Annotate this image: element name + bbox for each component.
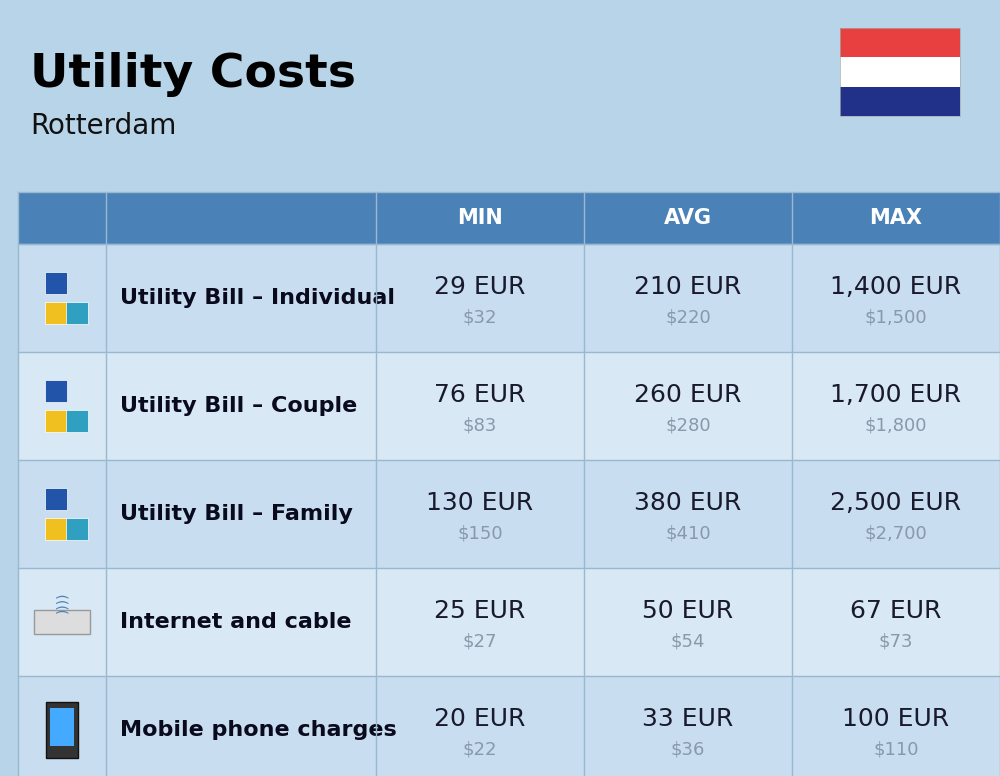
Text: $32: $32 <box>463 308 497 327</box>
Text: $2,700: $2,700 <box>865 525 927 542</box>
Text: Internet and cable: Internet and cable <box>120 612 352 632</box>
Text: 380 EUR: 380 EUR <box>634 491 742 515</box>
Text: Utility Bill – Couple: Utility Bill – Couple <box>120 396 357 416</box>
Text: $410: $410 <box>665 525 711 542</box>
Text: $110: $110 <box>873 740 919 758</box>
Text: 1,400 EUR: 1,400 EUR <box>830 275 962 300</box>
Text: $73: $73 <box>879 632 913 650</box>
Text: 33 EUR: 33 EUR <box>642 707 734 731</box>
Bar <box>840 57 960 87</box>
Text: )))): )))) <box>55 591 69 613</box>
Text: 76 EUR: 76 EUR <box>434 383 526 407</box>
Text: 260 EUR: 260 EUR <box>634 383 742 407</box>
Bar <box>840 28 960 57</box>
Bar <box>50 708 74 746</box>
Text: 29 EUR: 29 EUR <box>434 275 526 300</box>
Bar <box>45 518 67 540</box>
Bar <box>792 192 1000 244</box>
Text: $220: $220 <box>665 308 711 327</box>
Text: $83: $83 <box>463 417 497 435</box>
Bar <box>22 468 102 560</box>
Text: Utility Bill – Family: Utility Bill – Family <box>120 504 353 524</box>
Bar <box>45 302 67 324</box>
Text: AVG: AVG <box>664 208 712 228</box>
Text: 20 EUR: 20 EUR <box>434 707 526 731</box>
Bar <box>106 192 376 244</box>
Text: 130 EUR: 130 EUR <box>426 491 534 515</box>
Text: 1,700 EUR: 1,700 EUR <box>830 383 962 407</box>
Bar <box>18 352 1000 460</box>
Text: $22: $22 <box>463 740 497 758</box>
Text: MIN: MIN <box>457 208 503 228</box>
Text: Rotterdam: Rotterdam <box>30 112 176 140</box>
Bar <box>18 460 1000 568</box>
Text: $280: $280 <box>665 417 711 435</box>
Text: $54: $54 <box>671 632 705 650</box>
Bar <box>18 676 1000 776</box>
Text: 2,500 EUR: 2,500 EUR <box>830 491 962 515</box>
Bar <box>45 410 67 432</box>
Text: 210 EUR: 210 EUR <box>634 275 742 300</box>
Bar <box>18 568 1000 676</box>
Bar <box>22 684 102 776</box>
Text: Utility Costs: Utility Costs <box>30 52 356 97</box>
Bar <box>66 518 88 540</box>
Bar <box>66 302 88 324</box>
Bar <box>18 244 1000 352</box>
Bar <box>22 252 102 344</box>
Bar <box>45 488 67 510</box>
Text: Mobile phone charges: Mobile phone charges <box>120 720 397 740</box>
Text: Utility Bill – Individual: Utility Bill – Individual <box>120 288 395 308</box>
Text: 67 EUR: 67 EUR <box>850 599 942 623</box>
Text: 25 EUR: 25 EUR <box>434 599 526 623</box>
Bar <box>584 192 792 244</box>
Text: $36: $36 <box>671 740 705 758</box>
Bar <box>45 272 67 294</box>
Bar <box>22 360 102 452</box>
Bar <box>18 192 106 244</box>
Bar <box>840 28 960 116</box>
Bar <box>34 610 90 634</box>
Bar <box>66 410 88 432</box>
Bar <box>840 87 960 116</box>
Bar <box>46 702 78 758</box>
Text: $150: $150 <box>457 525 503 542</box>
Bar <box>22 576 102 668</box>
Bar <box>45 380 67 402</box>
Bar <box>376 192 584 244</box>
Text: $27: $27 <box>463 632 497 650</box>
Text: MAX: MAX <box>870 208 922 228</box>
Text: $1,500: $1,500 <box>865 308 927 327</box>
Text: 50 EUR: 50 EUR <box>642 599 734 623</box>
Text: 100 EUR: 100 EUR <box>842 707 950 731</box>
Text: $1,800: $1,800 <box>865 417 927 435</box>
